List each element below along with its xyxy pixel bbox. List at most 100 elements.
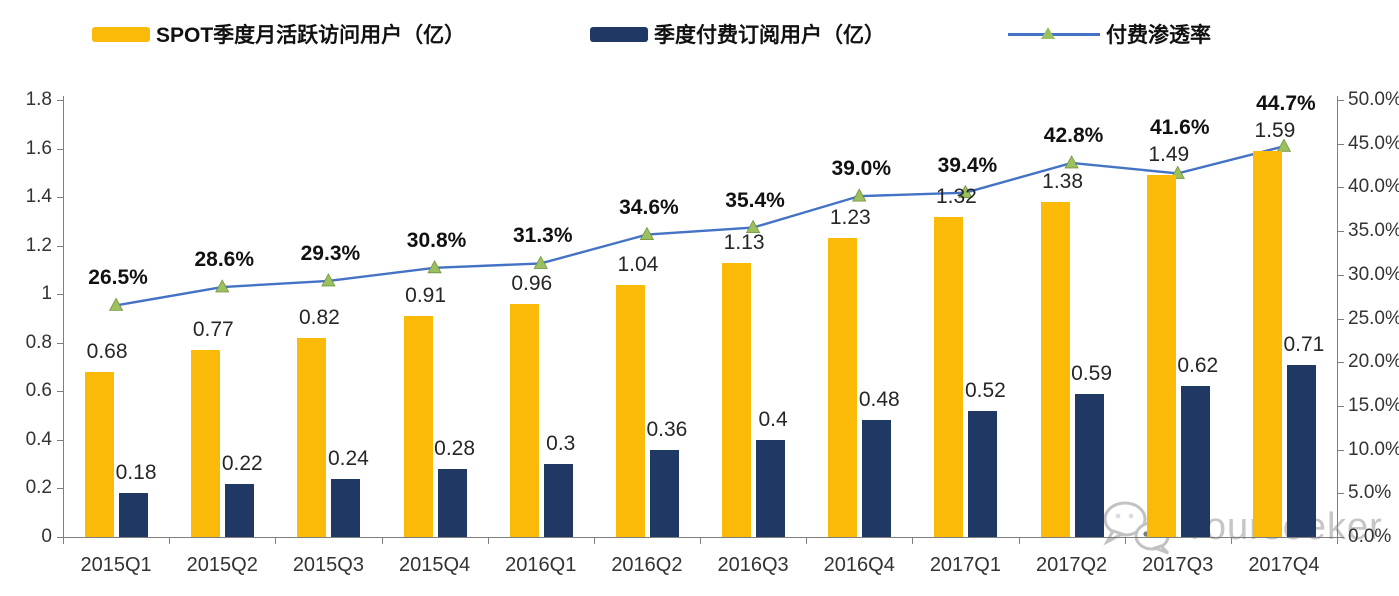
y-axis-tick-right: [1338, 362, 1344, 364]
subs-bar-2015Q1: [119, 493, 149, 537]
subs-bar-2015Q2: [225, 483, 255, 537]
y-axis-tick-right: [1338, 449, 1344, 451]
watermark-text: Yourseeker: [1182, 505, 1383, 548]
y-axis-label-left: 0: [41, 526, 52, 547]
y-axis-tick-right: [1338, 318, 1344, 320]
mau-value-label-2016Q2: 1.04: [617, 252, 659, 276]
mau-bar-2016Q3: [722, 262, 752, 537]
y-axis-right: [1337, 96, 1338, 538]
x-axis-tick: [381, 538, 383, 544]
subs-value-label-2015Q2: 0.22: [221, 451, 263, 475]
y-axis-label-left: 0.6: [25, 380, 52, 402]
subs-value-label-2016Q2: 0.36: [646, 417, 688, 441]
x-axis-tick: [806, 538, 808, 544]
y-axis-tick-right: [1338, 187, 1344, 189]
y-axis-tick-left: [57, 294, 63, 296]
x-axis-label-2016Q1: 2016Q1: [505, 554, 577, 576]
subs-value-label-2015Q3: 0.24: [327, 446, 369, 470]
x-axis-tick: [487, 538, 489, 544]
penetration-label-2015Q1: 26.5%: [88, 266, 148, 290]
mau-value-label-2015Q4: 0.91: [405, 284, 447, 308]
legend-item-subs: 季度付费订阅用户（亿）: [590, 19, 885, 49]
line-marker-2015Q2: [215, 279, 230, 293]
x-axis-tick: [169, 538, 171, 544]
mau-bar-2017Q3: [1146, 175, 1176, 537]
y-axis-label-left: 0.2: [25, 477, 52, 499]
line-marker-2016Q4: [852, 188, 867, 202]
penetration-label-2015Q2: 28.6%: [194, 248, 255, 272]
penetration-label-2017Q4: 44.7%: [1256, 91, 1316, 115]
x-axis-label-2017Q4: 2017Q4: [1248, 554, 1320, 576]
y-axis-tick-left: [57, 148, 63, 150]
y-axis-label-right: 30.0%: [1348, 263, 1399, 285]
mau-bar-2017Q4: [1252, 150, 1282, 537]
y-axis-label-left: 0.8: [25, 331, 52, 353]
y-axis-tick-left: [57, 391, 63, 393]
subs-value-label-2015Q1: 0.18: [115, 461, 157, 485]
line-marker-2016Q1: [533, 255, 548, 269]
mau-legend-label: SPOT季度月活跃访问用户（亿）: [156, 24, 466, 47]
x-axis-label-2016Q4: 2016Q4: [823, 554, 895, 576]
penetration-label-2017Q3: 41.6%: [1149, 116, 1210, 140]
subs-value-label-2017Q4: 0.71: [1283, 332, 1325, 356]
y-axis-tick-right: [1338, 493, 1344, 495]
line-marker-2015Q4: [427, 259, 442, 274]
x-axis-tick: [912, 538, 914, 544]
subs-bar-2017Q1: [968, 410, 998, 537]
x-axis-tick: [275, 538, 277, 544]
y-axis-label-right: 25.0%: [1348, 307, 1399, 329]
x-axis-label-2017Q1: 2017Q1: [929, 554, 1001, 576]
y-axis-tick-left: [57, 439, 63, 441]
line-marker-2017Q4: [1276, 138, 1292, 152]
x-axis-label-2015Q2: 2015Q2: [186, 554, 258, 576]
subs-legend-label: 季度付费订阅用户（亿）: [654, 24, 885, 47]
subs-value-label-2017Q3: 0.62: [1177, 354, 1219, 378]
y-axis-label-right: 0.0%: [1348, 526, 1392, 547]
x-axis-tick: [63, 538, 64, 544]
penetration-label-2017Q2: 42.8%: [1043, 123, 1104, 147]
y-axis-tick-right: [1338, 100, 1344, 101]
mau-bar-2015Q1: [85, 371, 115, 537]
legend-item-mau: SPOT季度月活跃访问用户（亿）: [92, 19, 465, 49]
x-axis-label-2015Q1: 2015Q1: [80, 554, 152, 576]
subs-bar-2015Q3: [331, 478, 361, 537]
y-axis-label-right: 40.0%: [1348, 176, 1399, 198]
mau-value-label-2017Q1: 1.32: [935, 184, 977, 208]
y-axis-tick-right: [1338, 537, 1344, 538]
line-marker-2015Q3: [321, 273, 336, 287]
y-axis-label-right: 35.0%: [1348, 220, 1399, 242]
watermark: Yourseeker: [1098, 498, 1383, 556]
x-axis-tick: [1018, 538, 1020, 544]
y-axis-tick-left: [57, 100, 63, 101]
mau-value-label-2015Q1: 0.68: [86, 339, 128, 363]
y-axis-label-right: 50.0%: [1348, 89, 1399, 110]
y-axis-tick-left: [57, 488, 63, 490]
mau-legend-swatch: [92, 26, 150, 42]
y-axis-tick-left: [57, 197, 63, 199]
mau-bar-2016Q2: [615, 284, 645, 537]
mau-bar-2015Q3: [297, 337, 327, 537]
x-axis-label-2015Q4: 2015Q4: [398, 554, 471, 576]
subs-value-label-2016Q1: 0.3: [546, 432, 576, 456]
y-axis-label-right: 20.0%: [1348, 351, 1399, 373]
mau-bar-2017Q1: [934, 216, 964, 537]
x-axis-label-2015Q3: 2015Q3: [292, 554, 364, 576]
subs-bar-2016Q3: [756, 439, 786, 537]
mau-bar-2016Q1: [509, 303, 539, 537]
mau-bar-2015Q4: [403, 316, 433, 537]
subs-bar-2016Q2: [649, 449, 679, 537]
subs-value-label-2016Q3: 0.4: [758, 407, 788, 431]
subs-bar-2016Q4: [862, 420, 892, 537]
legend-item-penetration: 付费渗透率: [1008, 19, 1211, 49]
x-axis-label-2017Q2: 2017Q2: [1035, 554, 1108, 576]
y-axis-tick-right: [1338, 231, 1344, 233]
penetration-legend-label: 付费渗透率: [1106, 24, 1211, 47]
mau-value-label-2017Q4: 1.59: [1254, 118, 1296, 142]
subs-value-label-2017Q1: 0.52: [964, 378, 1006, 402]
triangle-marker-icon: [1041, 27, 1055, 39]
penetration-label-2015Q3: 29.3%: [300, 241, 361, 265]
mau-value-label-2016Q3: 1.13: [723, 230, 765, 254]
line-marker-2015Q1: [108, 297, 124, 311]
mau-bar-2015Q2: [191, 350, 221, 537]
